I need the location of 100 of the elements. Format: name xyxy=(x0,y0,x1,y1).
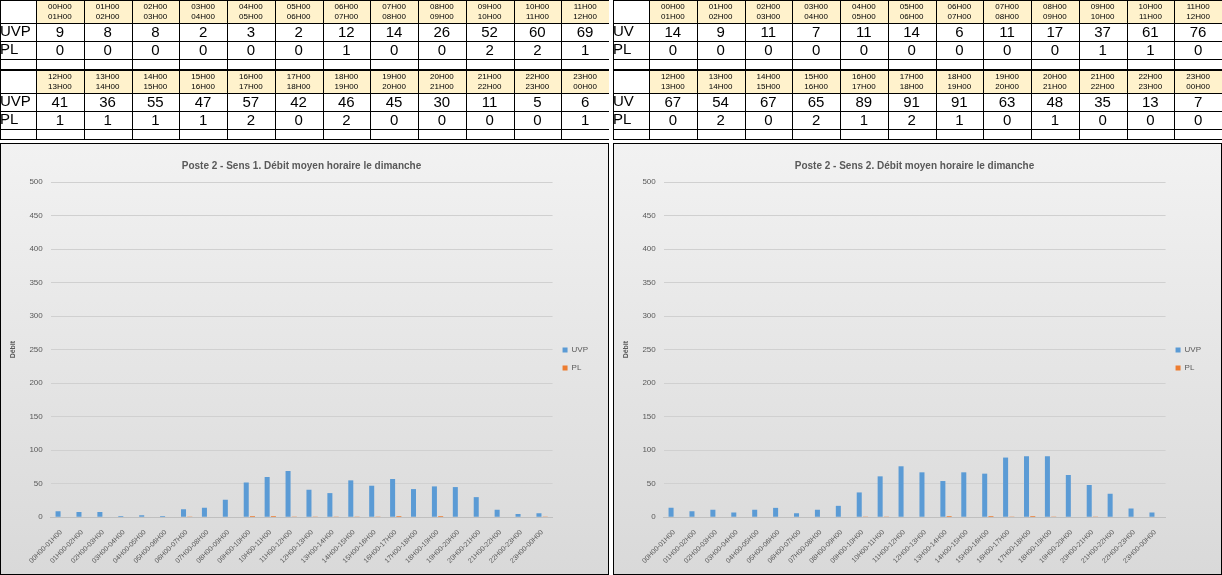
x-tick-label: 23H00 00H00 xyxy=(1186,72,1211,91)
y-tick-label: UVP xyxy=(0,22,31,40)
bar xyxy=(452,487,458,517)
bar xyxy=(689,511,695,517)
x-tick-label: 04H00 05H00 xyxy=(239,2,264,21)
x-tick-label: 21H00 22H00 xyxy=(1090,72,1115,91)
data-label: 11 xyxy=(760,23,777,41)
y-tick-label: 300 xyxy=(642,311,657,321)
data-label: 54 xyxy=(712,93,729,111)
x-tick-label: 16H00 17H00 xyxy=(239,72,264,91)
data-label: 0 xyxy=(485,111,494,129)
x-tick-label: 13H00 14H00 xyxy=(708,72,733,91)
y-tick-label: PL xyxy=(0,40,19,58)
x-tick-label: 04H00 05H00 xyxy=(852,2,877,21)
bar xyxy=(919,472,925,517)
bar xyxy=(1086,485,1092,517)
bar xyxy=(1003,457,1009,517)
data-label: 7 xyxy=(811,23,821,41)
data-label: 0 xyxy=(533,111,542,129)
x-tick-label: 18H00 19H00 xyxy=(947,72,972,91)
x-tick-label: 03H00 04H00 xyxy=(804,2,829,21)
bar xyxy=(773,507,779,517)
x-tick-label: 07H00 08H00 xyxy=(995,2,1020,21)
bar xyxy=(1128,508,1134,517)
y-tick-label: UV xyxy=(613,92,634,110)
bar xyxy=(243,482,249,517)
data-label: 52 xyxy=(481,23,498,41)
x-tick-label: 05H00 06H00 xyxy=(286,2,311,21)
bar xyxy=(710,509,716,517)
x-tick-label: 12H00 13H00 xyxy=(661,72,686,91)
x-tick-label: 10H00 11H00 xyxy=(1138,2,1163,21)
data-label: 12 xyxy=(338,23,355,41)
data-label: 8 xyxy=(151,23,160,41)
x-tick-label: 22H00 23H00 xyxy=(525,72,550,91)
data-label: 76 xyxy=(1189,23,1207,41)
data-label: 6 xyxy=(955,23,964,41)
bar xyxy=(201,507,207,517)
y-tick-label: 250 xyxy=(642,344,657,354)
y-tick-label: 150 xyxy=(29,411,44,421)
x-tick-label: 00H00 01H00 xyxy=(661,2,686,21)
data-label: 26 xyxy=(433,23,451,41)
data-label: 1 xyxy=(1050,111,1060,129)
data-label: 61 xyxy=(1142,23,1159,41)
data-label: 14 xyxy=(903,23,920,41)
x-tick-label: 08H00 09H00 xyxy=(1043,2,1068,21)
data-label: 65 xyxy=(807,93,825,111)
y-tick-label: 0 xyxy=(651,512,657,522)
data-label: 14 xyxy=(385,23,403,41)
data-label: 1 xyxy=(859,111,869,129)
data-label: 8 xyxy=(103,23,112,41)
y-tick-label: 100 xyxy=(29,445,44,455)
data-label: 0 xyxy=(907,41,916,59)
data-label: 67 xyxy=(664,93,682,111)
bar xyxy=(982,473,988,517)
data-label: 47 xyxy=(194,93,212,111)
chart-title: Poste 2 - Sens 1. Débit moyen horaire le dimanche xyxy=(181,159,422,171)
x-tick-label: 11H00 12H00 xyxy=(573,2,598,21)
x-tick-label: 23H00 00H00 xyxy=(573,72,598,91)
bar xyxy=(731,512,737,517)
legend-label: UVP xyxy=(1184,345,1201,355)
y-tick-label: 350 xyxy=(29,277,44,287)
bar xyxy=(1065,475,1071,517)
x-tick-label: 00H00 01H00 xyxy=(48,2,73,21)
x-tick-label: 07H00 08H00 xyxy=(382,2,407,21)
x-tick-label: 02H00 03H00 xyxy=(756,2,781,21)
x-tick-label: 20H00 21H00 xyxy=(430,72,455,91)
chart-title: Poste 2 - Sens 2. Débit moyen horaire le dimanche xyxy=(794,159,1035,171)
bar xyxy=(515,513,521,517)
data-label: 3 xyxy=(246,23,256,41)
y-tick-label: 150 xyxy=(642,411,657,421)
x-tick-label: 01H00 02H00 xyxy=(708,2,733,21)
x-tick-label: 17H00 18H00 xyxy=(899,72,924,91)
x-tick-label: 18H00 19H00 xyxy=(334,72,359,91)
data-label: 45 xyxy=(385,93,403,111)
bar xyxy=(1024,456,1030,517)
data-label: 0 xyxy=(198,41,208,59)
data-label: 0 xyxy=(437,41,447,59)
bar xyxy=(181,509,187,517)
x-tick-label: 10H00 11H00 xyxy=(525,2,550,21)
y-tick-label: UVP xyxy=(0,92,31,110)
data-label: 0 xyxy=(1050,41,1060,59)
data-label: 9 xyxy=(716,23,725,41)
bar xyxy=(898,466,904,517)
data-label: 0 xyxy=(716,41,725,59)
bar xyxy=(940,481,946,517)
data-label: 1 xyxy=(580,41,590,59)
bar xyxy=(76,511,82,517)
bar xyxy=(327,493,333,517)
data-label: 0 xyxy=(1193,111,1203,129)
y-tick-label: PL xyxy=(613,110,632,128)
x-tick-label: 05H00 06H00 xyxy=(899,2,924,21)
legend-label: PL xyxy=(571,363,582,373)
data-label: 0 xyxy=(389,41,399,59)
data-label: 1 xyxy=(580,111,590,129)
data-label: 46 xyxy=(338,93,355,111)
bar xyxy=(55,511,61,517)
data-label: 0 xyxy=(955,41,964,59)
data-label: 60 xyxy=(529,23,546,41)
bar xyxy=(390,479,396,517)
x-tick-label: 08H00 09H00 xyxy=(430,2,455,21)
